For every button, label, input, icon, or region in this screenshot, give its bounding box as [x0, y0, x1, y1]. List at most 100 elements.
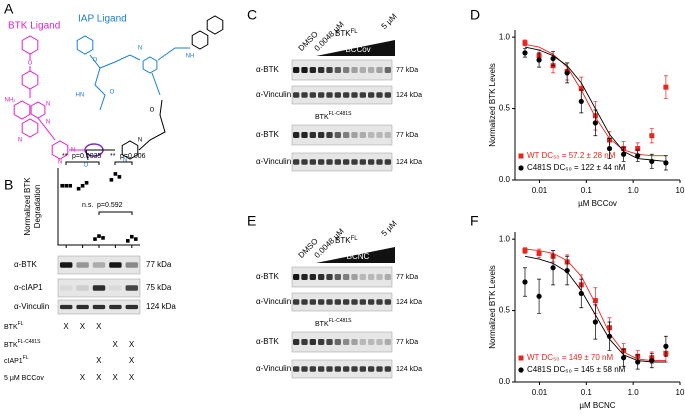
blot-band: [334, 339, 341, 345]
point: [522, 248, 528, 254]
blot-band: [343, 159, 350, 165]
blot-band: [376, 67, 383, 73]
blot-band: [293, 274, 300, 280]
x-tick-label: 0.01: [532, 388, 548, 397]
blot-band: [359, 67, 366, 73]
x-tick-label: 1.0: [628, 388, 640, 397]
label-sup: FL: [351, 29, 359, 35]
point: [113, 172, 118, 176]
blot-band: [334, 67, 341, 73]
antibody-label: α-cIAP1: [14, 283, 43, 292]
antibody-label: α-BTK: [14, 260, 38, 269]
blot-band: [343, 366, 350, 372]
ring: [21, 35, 39, 55]
point: [649, 357, 655, 364]
blot-band: [309, 92, 316, 98]
blot-band: [351, 159, 358, 165]
point: [101, 236, 105, 240]
legend-label: C481S DC₅₀ = 122 ± 44 nM: [527, 163, 626, 172]
label-sup: FL-C481S: [18, 339, 41, 345]
bond: [37, 117, 56, 141]
blot-band: [376, 274, 383, 280]
point: [76, 186, 81, 191]
blot-band: [309, 159, 316, 165]
blot-band: [125, 262, 139, 268]
point: [84, 181, 89, 185]
label: BTKFL: [335, 29, 358, 39]
blot-band: [293, 366, 300, 372]
blot-band: [351, 366, 358, 372]
blot-band: [59, 262, 73, 268]
blot-band: [359, 132, 366, 138]
blot-strip: [291, 152, 393, 172]
point: [663, 343, 669, 349]
blot-band: [326, 299, 333, 305]
blot-band: [293, 92, 300, 98]
legend-label: WT DC₅₀ = 149 ± 70 nM: [527, 353, 613, 362]
blot-band: [309, 339, 316, 345]
blot-band: [368, 132, 375, 138]
atom-label: N: [58, 160, 62, 166]
bond: [151, 72, 161, 96]
blot-band: [293, 67, 300, 73]
label-sup: FL-C481S: [329, 111, 352, 117]
condition-mark: X: [80, 373, 86, 382]
atom-label: N: [138, 46, 142, 52]
axis: [57, 168, 140, 246]
blot-band: [351, 339, 358, 345]
blot-band: [301, 366, 308, 372]
atom-label: NH: [186, 54, 195, 60]
blot-band: [359, 159, 366, 165]
condition-mark: X: [129, 356, 135, 365]
atom-label: N: [46, 102, 50, 108]
blot-band: [343, 274, 350, 280]
blot-band: [301, 299, 308, 305]
blot-band: [92, 285, 106, 291]
annotation: **: [110, 153, 116, 160]
panel-label: A: [4, 1, 14, 17]
blot-band: [384, 92, 391, 98]
blot-band: [334, 159, 341, 165]
blot-band: [359, 339, 366, 345]
blot-band: [376, 92, 383, 98]
blot-band: [293, 339, 300, 345]
point: [522, 40, 528, 46]
y-tick-label: 0.0: [499, 175, 511, 184]
blot-band: [384, 67, 391, 73]
dose-wedge: [316, 40, 395, 56]
point: [663, 160, 669, 166]
legend-marker: [518, 165, 524, 171]
point: [606, 145, 613, 152]
point: [550, 265, 556, 271]
label: cIAP1FL: [4, 355, 29, 365]
blot-band: [376, 159, 383, 165]
point: [635, 146, 641, 152]
point: [592, 319, 598, 325]
condition-mark: X: [96, 356, 102, 365]
blot-band: [384, 366, 391, 372]
point: [578, 290, 584, 297]
dose-wedge: [316, 247, 395, 263]
atom-label: N: [18, 138, 22, 144]
bond: [85, 149, 89, 161]
panel-label: E: [247, 213, 256, 229]
atom-label: O: [28, 61, 33, 67]
point: [621, 355, 627, 361]
ring: [30, 101, 46, 119]
blot-band: [109, 285, 122, 291]
condition-mark: X: [113, 373, 119, 382]
blot-band: [326, 92, 333, 98]
kda-label: 124 kDa: [396, 299, 422, 306]
kda-label: 124 kDa: [146, 302, 176, 311]
blot-band: [334, 132, 341, 138]
x-tick-label: 0.01: [532, 186, 548, 195]
atom-label: N: [46, 120, 50, 126]
point: [60, 183, 64, 188]
point: [522, 279, 528, 285]
kda-label: 77 kDa: [396, 339, 418, 346]
panel-label: D: [470, 7, 480, 23]
point: [578, 86, 584, 92]
label-text: cIAP1: [4, 358, 23, 365]
blot-band: [326, 366, 333, 372]
